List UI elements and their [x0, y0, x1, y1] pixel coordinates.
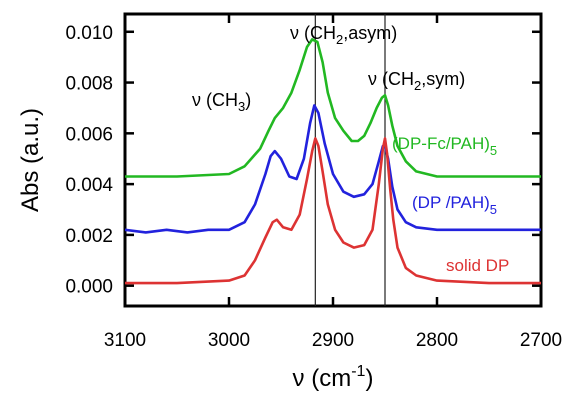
- annotation-ch2-asym-sub: 2: [336, 32, 343, 47]
- annotation-ch3-text: ν (CH: [192, 90, 238, 110]
- x-axis-label: ν (cm-1): [293, 363, 374, 392]
- annotation-ch3: ν (CH3): [192, 90, 251, 114]
- x-axis-label-sup: -1: [351, 363, 365, 380]
- series-label-dp-fc-pah-sub: 5: [490, 143, 497, 158]
- annotation-ch2-sym-sub: 2: [414, 78, 421, 93]
- series-line-2: [125, 137, 541, 285]
- x-tick-label-4: 2700: [520, 330, 562, 351]
- series-line-0: [125, 38, 541, 178]
- series-label-dp-fc-pah-text: (DP-Fc/PAH): [392, 134, 490, 153]
- annotation-ch3-sub: 3: [238, 99, 245, 114]
- y-tick-label-5: 0.010: [65, 23, 113, 44]
- y-tick-label-1: 0.002: [65, 226, 113, 247]
- x-tick-label-0: 3100: [104, 330, 146, 351]
- series-label-dp-pah-sub: 5: [490, 202, 497, 217]
- x-tick-label-2: 2900: [312, 330, 354, 351]
- series-label-solid-dp: solid DP: [446, 256, 509, 275]
- x-tick-label-3: 2800: [416, 330, 458, 351]
- y-tick-label-2: 0.004: [65, 175, 113, 196]
- annotation-ch2-asym-close: ,asym): [343, 23, 397, 43]
- y-tick-label-4: 0.008: [65, 74, 113, 95]
- y-axis-label: Abs (a.u.): [17, 108, 44, 212]
- annotation-ch2-sym-text: ν (CH: [368, 69, 414, 89]
- series-line-1: [124, 104, 541, 234]
- y-tick-label-3: 0.006: [65, 124, 113, 145]
- annotation-ch2-sym: ν (CH2,sym): [368, 69, 465, 93]
- series-label-dp-fc-pah: (DP-Fc/PAH)5: [392, 134, 497, 158]
- x-axis-label-close: ): [365, 365, 373, 392]
- annotation-ch2-asym: ν (CH2,asym): [290, 23, 397, 47]
- annotation-ch2-sym-close: ,sym): [421, 69, 465, 89]
- series-label-dp-pah: (DP /PAH)5: [412, 193, 497, 217]
- annotation-ch2-asym-text: ν (CH: [290, 23, 336, 43]
- y-tick-label-0: 0.000: [65, 277, 113, 298]
- x-tick-label-1: 3000: [208, 330, 250, 351]
- annotation-ch3-close: ): [245, 90, 251, 110]
- x-axis-label-text: ν (cm: [293, 365, 352, 392]
- series-label-dp-pah-text: (DP /PAH): [412, 193, 490, 212]
